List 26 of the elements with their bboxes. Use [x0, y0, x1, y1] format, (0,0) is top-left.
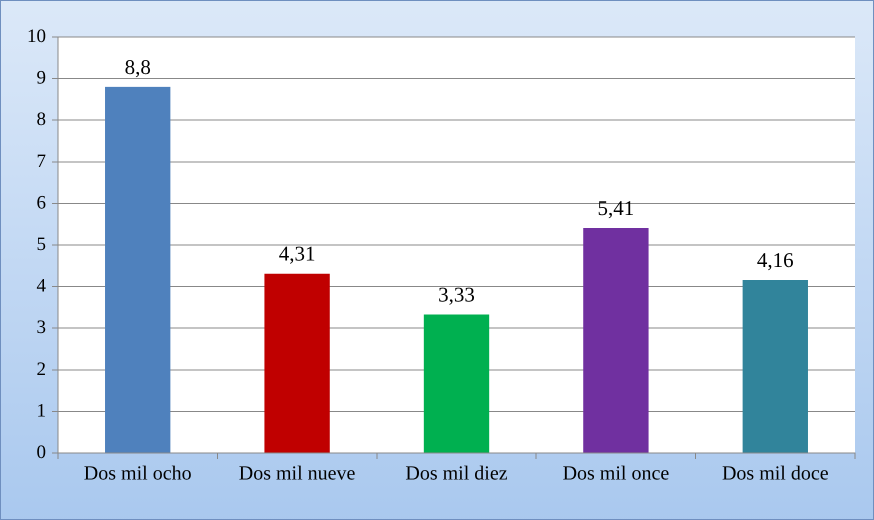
- y-tick-label: 8: [36, 109, 46, 130]
- y-tick-label: 10: [27, 26, 46, 47]
- data-label: 8,8: [124, 54, 151, 79]
- y-tick-label: 2: [36, 358, 46, 380]
- y-tick-label: 9: [36, 68, 46, 89]
- y-tick-label: 1: [36, 400, 46, 422]
- y-tick-label: 0: [36, 442, 46, 463]
- y-tick-label: 4: [36, 276, 46, 297]
- x-tick-label: Dos mil nueve: [238, 462, 356, 484]
- y-tick-label: 5: [36, 234, 46, 255]
- data-label: 4,16: [756, 248, 794, 272]
- bar: [105, 86, 170, 452]
- x-tick-label: Dos mil once: [562, 462, 670, 484]
- data-label: 3,33: [438, 282, 475, 306]
- bar: [583, 228, 649, 452]
- y-tick-label: 6: [36, 192, 46, 214]
- bar: [742, 280, 808, 452]
- x-tick-label: Dos mil doce: [722, 462, 829, 484]
- data-label: 4,31: [278, 242, 316, 266]
- x-tick-label: Dos mil ocho: [84, 462, 192, 484]
- y-tick-label: 3: [36, 317, 46, 338]
- data-label: 5,41: [598, 196, 634, 220]
- y-tick-label: 7: [36, 150, 46, 172]
- bar: [264, 274, 330, 452]
- x-tick-label: Dos mil diez: [405, 462, 508, 484]
- bar: [424, 314, 490, 452]
